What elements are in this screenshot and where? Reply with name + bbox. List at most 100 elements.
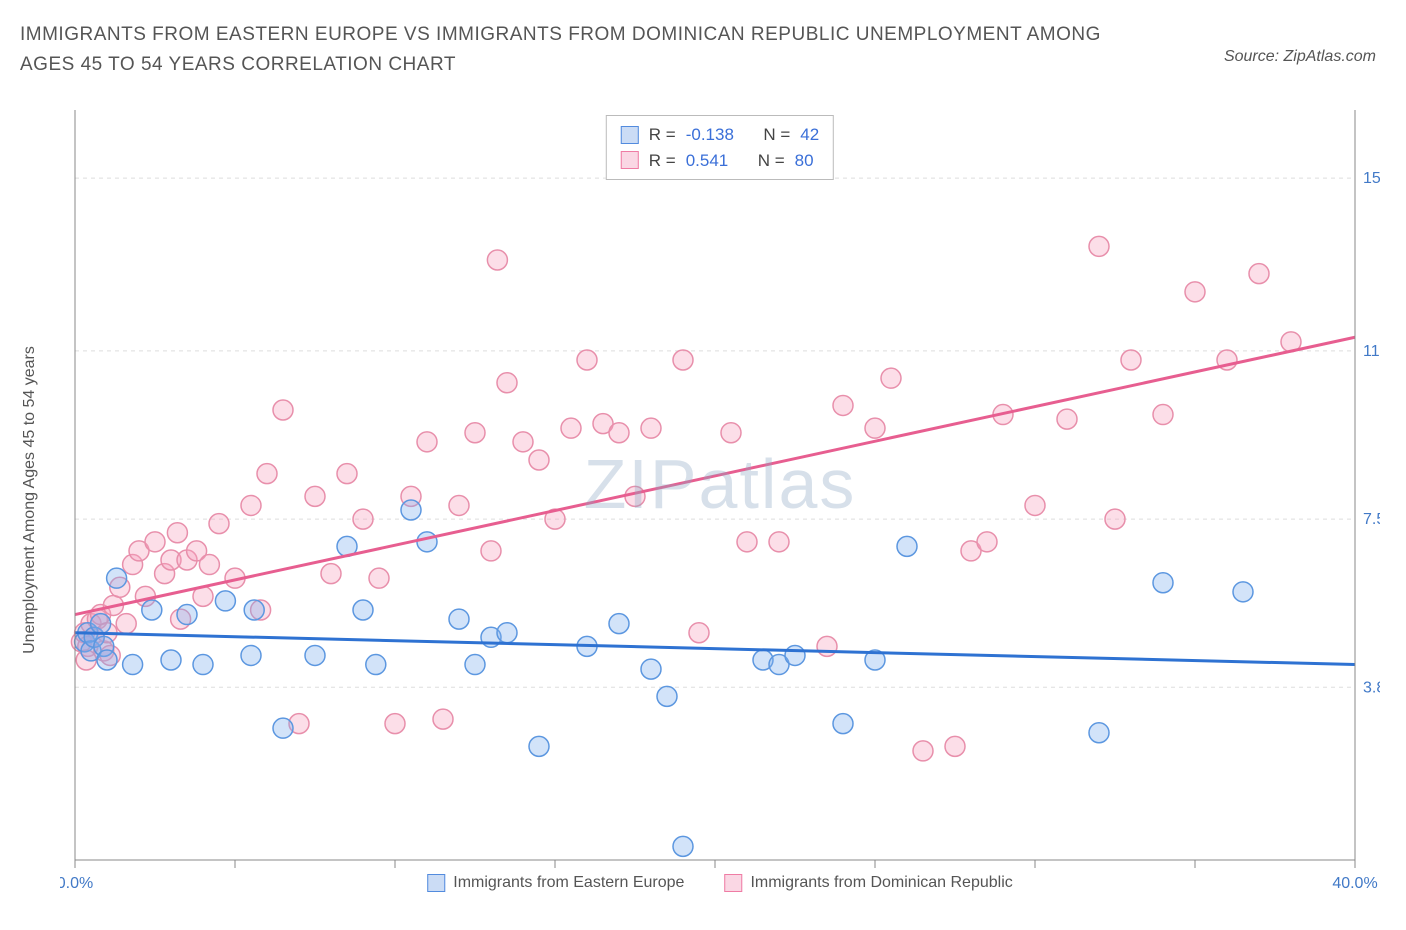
data-point bbox=[273, 400, 293, 420]
data-point bbox=[881, 368, 901, 388]
data-point bbox=[897, 536, 917, 556]
data-point bbox=[673, 350, 693, 370]
data-point bbox=[577, 350, 597, 370]
data-point bbox=[244, 600, 264, 620]
data-point bbox=[529, 736, 549, 756]
data-point bbox=[769, 532, 789, 552]
data-point bbox=[257, 464, 277, 484]
data-point bbox=[167, 523, 187, 543]
swatch-pink-icon bbox=[621, 151, 639, 169]
chart-header: IMMIGRANTS FROM EASTERN EUROPE VS IMMIGR… bbox=[0, 0, 1406, 81]
data-point bbox=[97, 650, 117, 670]
y-tick-label: 11.2% bbox=[1363, 343, 1380, 360]
data-point bbox=[513, 432, 533, 452]
scatter-plot: 0.0% 40.0% 3.8% 7.5% 11.2% 15.0% bbox=[60, 110, 1380, 900]
r-label: R = bbox=[649, 148, 676, 174]
data-point bbox=[465, 655, 485, 675]
data-point bbox=[177, 605, 197, 625]
data-point bbox=[369, 568, 389, 588]
data-point bbox=[785, 645, 805, 665]
data-point bbox=[401, 500, 421, 520]
data-point bbox=[657, 686, 677, 706]
r-value-series1: -0.138 bbox=[686, 122, 734, 148]
data-point bbox=[465, 423, 485, 443]
x-tick-label: 40.0% bbox=[1332, 875, 1377, 892]
n-label: N = bbox=[758, 148, 785, 174]
data-point bbox=[673, 836, 693, 856]
data-point bbox=[116, 614, 136, 634]
data-point bbox=[337, 464, 357, 484]
swatch-blue-icon bbox=[427, 874, 445, 892]
data-point bbox=[641, 659, 661, 679]
data-point bbox=[199, 555, 219, 575]
data-point bbox=[529, 450, 549, 470]
y-tick-label: 15.0% bbox=[1363, 170, 1380, 187]
data-point bbox=[833, 395, 853, 415]
n-value-series2: 80 bbox=[795, 148, 814, 174]
data-point bbox=[481, 541, 501, 561]
data-point bbox=[1153, 573, 1173, 593]
data-point bbox=[433, 709, 453, 729]
data-point bbox=[609, 423, 629, 443]
n-label: N = bbox=[763, 122, 790, 148]
data-point bbox=[193, 655, 213, 675]
legend: Immigrants from Eastern Europe Immigrant… bbox=[427, 874, 1013, 892]
legend-label-series2: Immigrants from Dominican Republic bbox=[750, 874, 1012, 892]
data-point bbox=[497, 373, 517, 393]
stats-row-series1: R = -0.138 N = 42 bbox=[621, 122, 819, 148]
trend-line-series1 bbox=[75, 633, 1355, 665]
data-point bbox=[945, 736, 965, 756]
data-point bbox=[273, 718, 293, 738]
y-tick-label: 3.8% bbox=[1363, 679, 1380, 696]
stats-row-series2: R = 0.541 N = 80 bbox=[621, 148, 819, 174]
data-point bbox=[1121, 350, 1141, 370]
n-value-series1: 42 bbox=[800, 122, 819, 148]
y-tick-label: 7.5% bbox=[1363, 511, 1380, 528]
data-point bbox=[833, 714, 853, 734]
data-point bbox=[91, 614, 111, 634]
data-point bbox=[1089, 236, 1109, 256]
data-point bbox=[487, 250, 507, 270]
data-point bbox=[305, 486, 325, 506]
data-point bbox=[865, 418, 885, 438]
swatch-blue-icon bbox=[621, 126, 639, 144]
data-point bbox=[241, 645, 261, 665]
data-point bbox=[1249, 264, 1269, 284]
data-point bbox=[737, 532, 757, 552]
data-point bbox=[1153, 405, 1173, 425]
data-point bbox=[1089, 723, 1109, 743]
data-point bbox=[142, 600, 162, 620]
data-point bbox=[321, 564, 341, 584]
data-point bbox=[305, 645, 325, 665]
data-point bbox=[913, 741, 933, 761]
data-point bbox=[1105, 509, 1125, 529]
data-point bbox=[689, 623, 709, 643]
source-attribution: Source: ZipAtlas.com bbox=[1224, 48, 1376, 66]
data-point bbox=[449, 495, 469, 515]
data-point bbox=[497, 623, 517, 643]
data-point bbox=[449, 609, 469, 629]
x-tick-label: 0.0% bbox=[60, 875, 93, 892]
data-point bbox=[215, 591, 235, 611]
data-point bbox=[107, 568, 127, 588]
chart-container: Unemployment Among Ages 45 to 54 years R… bbox=[60, 110, 1380, 890]
legend-item-series1: Immigrants from Eastern Europe bbox=[427, 874, 684, 892]
data-point bbox=[561, 418, 581, 438]
data-point bbox=[817, 636, 837, 656]
data-point bbox=[385, 714, 405, 734]
data-point bbox=[366, 655, 386, 675]
data-point bbox=[353, 509, 373, 529]
legend-item-series2: Immigrants from Dominican Republic bbox=[724, 874, 1012, 892]
data-point bbox=[353, 600, 373, 620]
data-point bbox=[1233, 582, 1253, 602]
r-label: R = bbox=[649, 122, 676, 148]
chart-title: IMMIGRANTS FROM EASTERN EUROPE VS IMMIGR… bbox=[20, 20, 1120, 81]
data-point bbox=[977, 532, 997, 552]
correlation-stats-box: R = -0.138 N = 42 R = 0.541 N = 80 bbox=[606, 115, 834, 180]
data-point bbox=[241, 495, 261, 515]
data-point bbox=[417, 432, 437, 452]
y-axis-label: Unemployment Among Ages 45 to 54 years bbox=[21, 346, 39, 654]
data-point bbox=[625, 486, 645, 506]
legend-label-series1: Immigrants from Eastern Europe bbox=[453, 874, 684, 892]
swatch-pink-icon bbox=[724, 874, 742, 892]
